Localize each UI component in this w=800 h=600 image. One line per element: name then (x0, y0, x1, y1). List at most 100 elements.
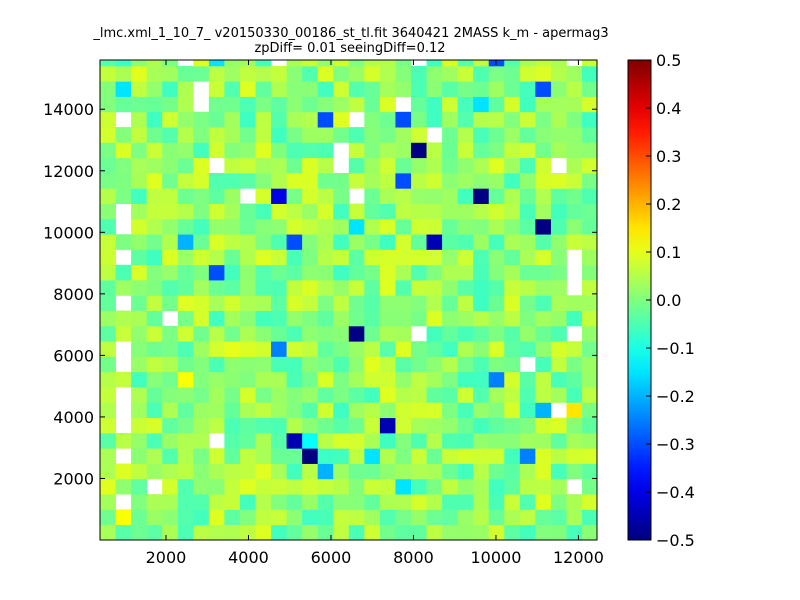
heatmap-cell (348, 203, 365, 220)
heatmap-cell (333, 280, 350, 296)
heatmap-cell (271, 264, 287, 281)
heatmap-cell (395, 234, 412, 250)
heatmap-cell (286, 310, 303, 327)
heatmap-cell (333, 524, 350, 541)
heatmap-cell (364, 111, 381, 128)
colorbar-tick-label: 0.2 (656, 195, 681, 214)
heatmap-cell (488, 157, 505, 174)
heatmap-cell (333, 310, 350, 327)
heatmap-cell (333, 371, 350, 388)
heatmap-cell (426, 341, 443, 357)
heatmap-cell (395, 264, 412, 281)
colorbar-tick-label: 0.0 (656, 291, 681, 310)
heatmap-cell (286, 65, 303, 82)
heatmap-cell (426, 325, 443, 342)
heatmap-cell (348, 295, 365, 312)
heatmap-cell (239, 494, 256, 510)
heatmap-cell (473, 65, 490, 82)
heatmap-cell (488, 509, 505, 526)
heatmap-cell (364, 341, 381, 357)
heatmap-cell (177, 417, 194, 434)
heatmap-cell (302, 249, 319, 266)
heatmap-cell (208, 524, 225, 541)
heatmap-cell (488, 310, 505, 327)
heatmap-cell (115, 524, 132, 541)
heatmap-cell (177, 249, 194, 266)
heatmap-cell (177, 341, 194, 357)
y-tick-label: 8000 (53, 285, 94, 304)
heatmap-cell (115, 264, 132, 281)
heatmap-cell (550, 172, 567, 189)
heatmap-cell (208, 203, 225, 220)
heatmap-cell (488, 325, 505, 342)
heatmap-cell (488, 448, 505, 464)
heatmap-cell (410, 157, 427, 174)
heatmap-cell (379, 310, 396, 327)
heatmap-cell (395, 371, 412, 388)
heatmap-cell (255, 524, 272, 541)
heatmap-cell (504, 494, 521, 510)
heatmap-cell (473, 218, 490, 235)
heatmap-cell (271, 509, 287, 526)
heatmap-cell (193, 157, 210, 174)
heatmap-cell (317, 341, 334, 357)
heatmap-cell (504, 127, 521, 143)
heatmap-cell (224, 524, 241, 541)
heatmap-cell (302, 402, 319, 419)
heatmap-cell (193, 295, 210, 312)
heatmap-cell (255, 234, 272, 250)
heatmap-cell (239, 60, 256, 67)
heatmap-cell (457, 142, 474, 159)
heatmap-cell (379, 234, 396, 250)
heatmap-cell (302, 417, 319, 434)
heatmap-cell (177, 280, 194, 296)
heatmap-cell (473, 371, 490, 388)
heatmap-cell (131, 111, 148, 128)
heatmap-cell (255, 188, 272, 204)
heatmap-cell (426, 172, 443, 189)
heatmap-cell (504, 417, 521, 434)
heatmap-cell (379, 402, 396, 419)
heatmap-cell (364, 157, 381, 174)
heatmap-cell (364, 60, 381, 67)
heatmap-cell (457, 325, 474, 342)
heatmap-cell (535, 172, 552, 189)
heatmap-cell (442, 264, 459, 281)
heatmap-cell (457, 417, 474, 434)
colorbar-tick-label: 0.1 (656, 243, 681, 262)
heatmap-cell (286, 356, 303, 373)
heatmap-cell (271, 142, 287, 159)
heatmap-cell (519, 96, 536, 113)
heatmap-cell (364, 371, 381, 388)
heatmap-cell (582, 387, 598, 403)
heatmap-cell (457, 172, 474, 189)
heatmap-cell (535, 188, 552, 204)
heatmap-cell (317, 325, 334, 342)
heatmap-cell (177, 494, 194, 510)
heatmap-cell (193, 509, 210, 526)
heatmap-cell (457, 157, 474, 174)
heatmap-cell (146, 432, 163, 449)
heatmap-cell (442, 325, 459, 342)
heatmap-cell (271, 111, 287, 128)
heatmap-cell (582, 310, 598, 327)
heatmap-cell (566, 310, 583, 327)
heatmap-cell (410, 234, 427, 250)
heatmap-cell (457, 203, 474, 220)
heatmap-cell (535, 402, 552, 419)
heatmap-cell (333, 463, 350, 480)
heatmap-cell (193, 218, 210, 235)
heatmap-cell (442, 157, 459, 174)
heatmap-cell (410, 387, 427, 403)
heatmap-cell (348, 142, 365, 159)
heatmap-cell (426, 264, 443, 281)
heatmap-cell (457, 280, 474, 296)
heatmap-cell (348, 371, 365, 388)
heatmap-cell (162, 188, 179, 204)
heatmap-cell (582, 509, 598, 526)
heatmap-cell (271, 402, 287, 419)
chart-title: _lmc.xml_1_10_7_ v20150330_00186_st_tl.f… (93, 26, 609, 41)
heatmap-cell (457, 264, 474, 281)
heatmap-cell (224, 60, 241, 67)
heatmap-cell (286, 127, 303, 143)
